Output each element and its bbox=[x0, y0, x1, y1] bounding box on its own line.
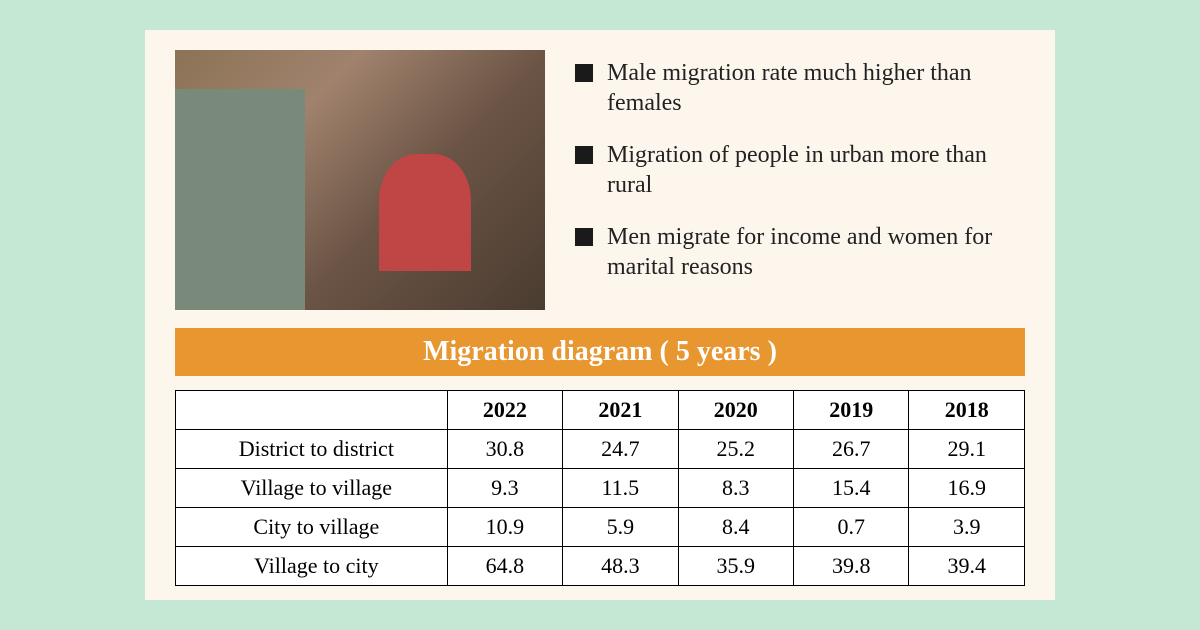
square-bullet-icon bbox=[575, 228, 593, 246]
table-cell: 48.3 bbox=[563, 547, 678, 586]
table-cell: 30.8 bbox=[447, 430, 562, 469]
table-cell: 11.5 bbox=[563, 469, 678, 508]
table-cell: 39.4 bbox=[909, 547, 1025, 586]
table-header: 2022 bbox=[447, 391, 562, 430]
table-row: District to district 30.8 24.7 25.2 26.7… bbox=[176, 430, 1025, 469]
table-cell: 29.1 bbox=[909, 430, 1025, 469]
bullet-item: Men migrate for income and women for mar… bbox=[575, 222, 1025, 282]
table-header-row: 2022 2021 2020 2019 2018 bbox=[176, 391, 1025, 430]
table-header: 2020 bbox=[678, 391, 793, 430]
table-cell: 64.8 bbox=[447, 547, 562, 586]
square-bullet-icon bbox=[575, 146, 593, 164]
table-cell: 15.4 bbox=[794, 469, 909, 508]
table-header: 2018 bbox=[909, 391, 1025, 430]
table-cell: 16.9 bbox=[909, 469, 1025, 508]
table-title-banner: Migration diagram ( 5 years ) bbox=[175, 328, 1025, 376]
row-label: Village to city bbox=[176, 547, 448, 586]
bullet-text: Migration of people in urban more than r… bbox=[607, 140, 1025, 200]
migration-photo bbox=[175, 50, 545, 310]
table-cell: 35.9 bbox=[678, 547, 793, 586]
infographic-panel: Male migration rate much higher than fem… bbox=[145, 30, 1055, 600]
table-cell: 26.7 bbox=[794, 430, 909, 469]
bullet-item: Migration of people in urban more than r… bbox=[575, 140, 1025, 200]
table-cell: 9.3 bbox=[447, 469, 562, 508]
table-cell: 10.9 bbox=[447, 508, 562, 547]
migration-table: 2022 2021 2020 2019 2018 District to dis… bbox=[175, 390, 1025, 586]
table-cell: 25.2 bbox=[678, 430, 793, 469]
row-label: Village to village bbox=[176, 469, 448, 508]
table-cell: 8.3 bbox=[678, 469, 793, 508]
bullet-text: Men migrate for income and women for mar… bbox=[607, 222, 1025, 282]
table-header: 2021 bbox=[563, 391, 678, 430]
table-cell: 8.4 bbox=[678, 508, 793, 547]
table-cell: 5.9 bbox=[563, 508, 678, 547]
table-row: Village to city 64.8 48.3 35.9 39.8 39.4 bbox=[176, 547, 1025, 586]
row-label: District to district bbox=[176, 430, 448, 469]
row-label: City to village bbox=[176, 508, 448, 547]
table-header: 2019 bbox=[794, 391, 909, 430]
table-cell: 24.7 bbox=[563, 430, 678, 469]
table-cell: 39.8 bbox=[794, 547, 909, 586]
table-row: City to village 10.9 5.9 8.4 0.7 3.9 bbox=[176, 508, 1025, 547]
table-cell: 0.7 bbox=[794, 508, 909, 547]
table-header bbox=[176, 391, 448, 430]
table-row: Village to village 9.3 11.5 8.3 15.4 16.… bbox=[176, 469, 1025, 508]
square-bullet-icon bbox=[575, 64, 593, 82]
bullet-list: Male migration rate much higher than fem… bbox=[575, 50, 1025, 310]
bullet-text: Male migration rate much higher than fem… bbox=[607, 58, 1025, 118]
table-cell: 3.9 bbox=[909, 508, 1025, 547]
bullet-item: Male migration rate much higher than fem… bbox=[575, 58, 1025, 118]
top-section: Male migration rate much higher than fem… bbox=[175, 50, 1025, 310]
